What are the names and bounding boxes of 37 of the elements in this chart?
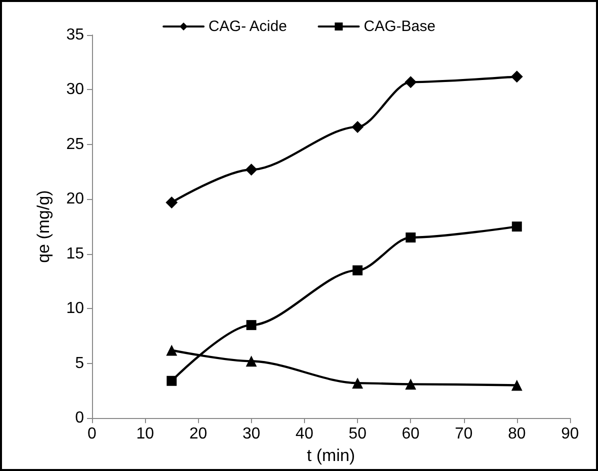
x-tick-label: 0 — [88, 426, 97, 443]
point — [352, 120, 364, 133]
x-tick-label: 70 — [454, 426, 473, 443]
legend-label: CAG- Acide — [208, 18, 287, 35]
point — [404, 76, 417, 88]
x-tick-label: 30 — [242, 426, 260, 443]
x-tick-label: 90 — [561, 426, 579, 443]
x-tick-label: 60 — [402, 426, 420, 443]
point — [510, 70, 523, 83]
point — [352, 265, 363, 276]
x-tick-label: 50 — [348, 426, 367, 443]
point — [246, 356, 257, 367]
y-axis-title: qe (mg/g) — [34, 190, 53, 263]
y-tick-label: 25 — [66, 136, 84, 153]
point — [166, 196, 178, 208]
y-tick-label: 35 — [66, 26, 84, 44]
point — [245, 164, 258, 176]
point — [512, 222, 522, 232]
legend-label: CAG-Base — [364, 18, 436, 35]
x-tick-label: 40 — [296, 426, 314, 443]
y-tick-label: 15 — [66, 245, 84, 262]
y-tick-label: 0 — [75, 410, 84, 427]
point — [511, 380, 522, 391]
y-tick-label: 30 — [66, 81, 84, 98]
y-tick-label: 5 — [75, 354, 84, 372]
point — [352, 378, 364, 389]
point — [246, 320, 256, 330]
point — [166, 376, 177, 386]
point — [405, 378, 416, 390]
x-axis-title: t (min) — [306, 446, 356, 465]
y-tick-label: 20 — [66, 190, 84, 208]
x-tick-label: 80 — [508, 426, 526, 443]
point — [166, 344, 178, 356]
x-tick-label: 10 — [136, 426, 154, 443]
point — [406, 232, 416, 242]
x-tick-label: 20 — [189, 426, 208, 443]
y-tick-label: 10 — [66, 300, 84, 318]
